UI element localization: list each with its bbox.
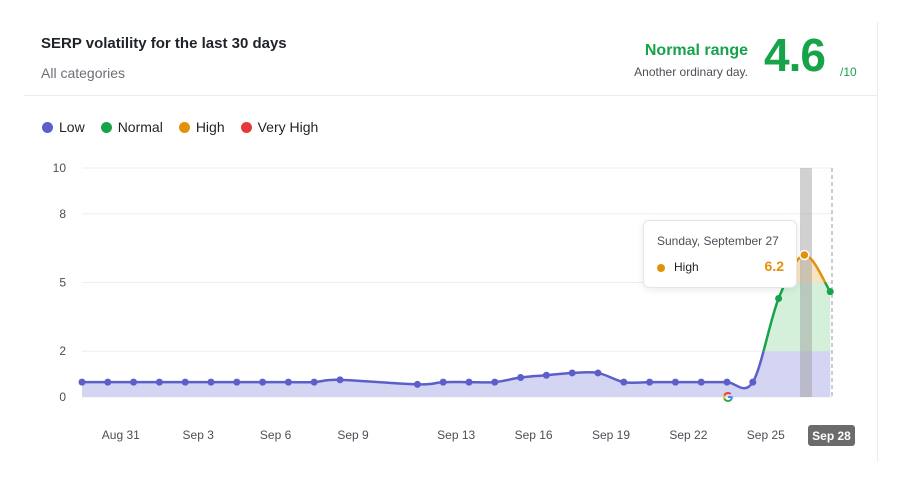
tooltip-swatch bbox=[657, 264, 665, 272]
data-point bbox=[413, 380, 421, 388]
legend-swatch-low bbox=[42, 121, 53, 133]
legend-item-low[interactable]: Low bbox=[42, 119, 85, 135]
x-tick-label: Sep 13 bbox=[437, 428, 475, 442]
x-tick-label: Sep 25 bbox=[747, 428, 785, 442]
legend-label-high: High bbox=[195, 119, 225, 135]
x-tick-label: Aug 31 bbox=[102, 428, 140, 442]
legend-swatch-very-high bbox=[240, 121, 252, 133]
data-point bbox=[336, 376, 344, 384]
y-tick-label: 2 bbox=[59, 344, 66, 358]
data-point bbox=[284, 378, 292, 386]
chart-tooltip: Sunday, September 27 High 6.2 bbox=[643, 220, 797, 288]
data-point bbox=[799, 249, 810, 261]
volatility-score: 4.6 bbox=[764, 29, 826, 81]
legend-label-low: Low bbox=[59, 119, 85, 135]
data-point bbox=[207, 378, 215, 386]
card-header: SERP volatility for the last 30 days All… bbox=[24, 22, 878, 96]
x-tick-label: Sep 22 bbox=[669, 428, 707, 442]
tooltip-value: 6.2 bbox=[764, 258, 784, 274]
y-tick-label: 0 bbox=[59, 390, 66, 404]
y-axis-ticks: 0 2 5 8 10 bbox=[53, 161, 67, 404]
y-tick-label: 10 bbox=[53, 161, 67, 175]
legend-item-very-high[interactable]: Very High bbox=[240, 119, 319, 135]
data-point bbox=[155, 378, 163, 386]
legend-label-very-high: Very High bbox=[257, 119, 319, 135]
data-point bbox=[775, 295, 783, 303]
x-tick-label: Sep 3 bbox=[183, 428, 215, 442]
chart-legend: Low Normal High Very High bbox=[42, 119, 318, 135]
legend-item-high[interactable]: High bbox=[178, 119, 225, 135]
tooltip-date: Sunday, September 27 bbox=[657, 234, 779, 248]
range-note: Another ordinary day. bbox=[634, 65, 748, 79]
data-point bbox=[646, 378, 654, 386]
data-point bbox=[491, 378, 499, 386]
data-point bbox=[594, 369, 602, 377]
data-point bbox=[181, 378, 189, 386]
data-point bbox=[826, 288, 834, 296]
hover-highlight bbox=[800, 168, 812, 397]
data-point bbox=[104, 378, 112, 386]
range-status: Normal range bbox=[644, 42, 748, 59]
data-point bbox=[542, 371, 550, 379]
data-point bbox=[671, 378, 679, 386]
selected-x-label: Sep 28 bbox=[808, 425, 855, 446]
data-point bbox=[78, 378, 86, 386]
data-point bbox=[259, 378, 267, 386]
series-points bbox=[78, 249, 834, 388]
x-tick-label: Sep 9 bbox=[337, 428, 369, 442]
y-tick-label: 8 bbox=[59, 207, 66, 221]
card-edge bbox=[877, 22, 878, 462]
y-tick-label: 5 bbox=[59, 276, 66, 290]
legend-item-normal[interactable]: Normal bbox=[100, 119, 163, 135]
data-point bbox=[439, 378, 447, 386]
data-point bbox=[233, 378, 241, 386]
x-tick-label: Sep 19 bbox=[592, 428, 630, 442]
tooltip-category: High bbox=[674, 260, 699, 274]
legend-swatch-normal bbox=[100, 121, 112, 133]
data-point bbox=[749, 378, 757, 386]
data-point bbox=[568, 369, 576, 377]
series-line-low bbox=[82, 351, 765, 390]
legend-label-normal: Normal bbox=[117, 119, 163, 135]
legend-swatch-high bbox=[178, 121, 190, 133]
data-point bbox=[465, 378, 473, 386]
category-filter[interactable]: All categories bbox=[41, 65, 126, 81]
data-point bbox=[620, 378, 628, 386]
series-lines bbox=[82, 253, 832, 390]
score-max: /10 bbox=[840, 65, 857, 79]
chart-title: SERP volatility for the last 30 days bbox=[41, 35, 287, 52]
data-point bbox=[517, 374, 525, 382]
data-point bbox=[310, 378, 318, 386]
data-point bbox=[697, 378, 705, 386]
data-point bbox=[130, 378, 138, 386]
x-tick-label: Sep 6 bbox=[260, 428, 292, 442]
x-axis-ticks: Aug 31 Sep 3 Sep 6 Sep 9 Sep 13 Sep 16 Sep 19 S… bbox=[102, 428, 785, 442]
google-update-icon[interactable] bbox=[722, 391, 734, 403]
x-tick-label: Sep 16 bbox=[515, 428, 553, 442]
data-point bbox=[723, 378, 731, 386]
band-fill-low bbox=[82, 351, 831, 397]
